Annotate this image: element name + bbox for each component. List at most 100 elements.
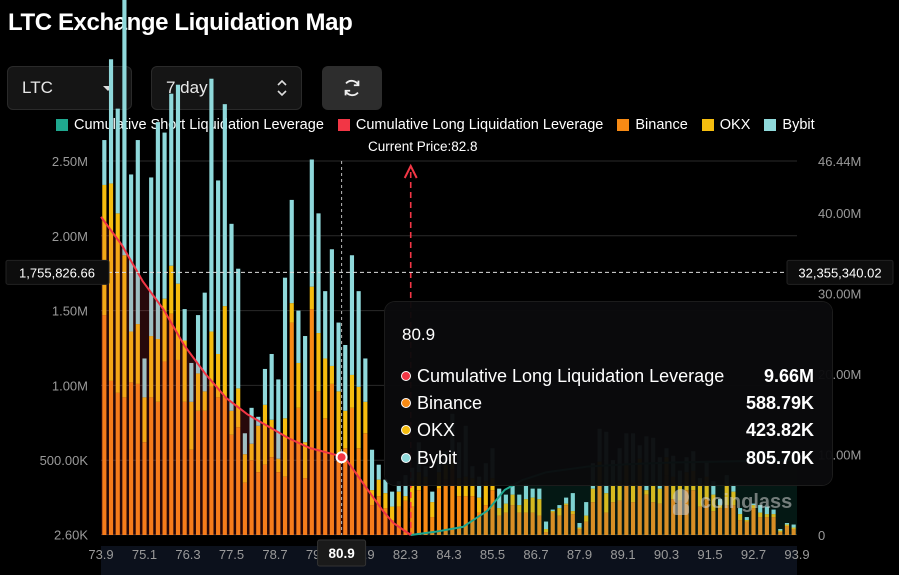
binance-bar bbox=[296, 407, 301, 535]
bybit-bar bbox=[530, 488, 535, 498]
okx-bar bbox=[175, 283, 181, 360]
binance-bar bbox=[537, 515, 542, 535]
okx-bar bbox=[523, 499, 529, 513]
okx-bar bbox=[470, 478, 475, 497]
bybit-bar bbox=[396, 481, 401, 492]
binance-bar bbox=[396, 506, 401, 535]
okx-bar bbox=[590, 488, 595, 503]
okx-bar bbox=[403, 496, 408, 501]
okx-bar bbox=[644, 490, 649, 495]
okx-bar bbox=[784, 524, 790, 527]
okx-bar bbox=[537, 499, 542, 516]
x-tick-label: 73.9 bbox=[88, 547, 113, 562]
bybit-bar bbox=[543, 521, 549, 530]
binance-bar bbox=[791, 529, 796, 535]
legend-item-long[interactable]: Cumulative Long Liquidation Leverage bbox=[337, 117, 603, 133]
binance-bar bbox=[115, 392, 120, 535]
binance-bar bbox=[697, 506, 703, 535]
binance-bar bbox=[450, 469, 455, 535]
legend-label: Cumulative Short Liquidation Leverage bbox=[74, 117, 324, 133]
okx-bar bbox=[376, 479, 381, 497]
okx-bar bbox=[671, 476, 676, 500]
okx-bar bbox=[169, 265, 174, 314]
bybit-bar bbox=[169, 93, 174, 266]
binance-bar bbox=[644, 494, 649, 535]
binance-bar bbox=[256, 472, 261, 535]
crosshair-left-box bbox=[5, 259, 110, 285]
okx-bar bbox=[356, 386, 361, 449]
binance-bar bbox=[744, 521, 749, 535]
binance-bar bbox=[771, 517, 776, 535]
x-axis-band bbox=[101, 546, 797, 575]
bybit-bar bbox=[711, 481, 716, 495]
binance-bar bbox=[738, 520, 743, 535]
x-tick-label: 93.9 bbox=[784, 547, 809, 562]
bybit-bar bbox=[376, 464, 381, 480]
bybit-bar bbox=[323, 291, 328, 359]
okx-bar bbox=[282, 418, 288, 477]
binance-bar bbox=[376, 496, 381, 535]
okx-bar bbox=[349, 374, 355, 408]
binance-bar bbox=[122, 397, 127, 535]
binance-bar bbox=[343, 448, 348, 535]
binance-bar bbox=[610, 502, 616, 535]
binance-bar bbox=[410, 506, 415, 535]
refresh-button[interactable] bbox=[322, 66, 382, 110]
okx-bar bbox=[557, 508, 562, 516]
okx-bar bbox=[242, 454, 247, 483]
bybit-bar bbox=[550, 509, 555, 512]
x-tick-label: 78.7 bbox=[262, 547, 287, 562]
bybit-bar bbox=[262, 368, 268, 405]
binance-bar bbox=[456, 496, 462, 535]
tooltip-row-label: Binance bbox=[417, 392, 483, 413]
okx-bar bbox=[296, 362, 301, 408]
crosshair-x-box bbox=[317, 539, 367, 567]
y-left-tick-label: 2.00M bbox=[52, 229, 88, 244]
bybit-bar bbox=[135, 140, 140, 325]
binance-bar bbox=[463, 496, 468, 535]
binance-bar bbox=[517, 512, 522, 535]
legend-item-okx[interactable]: OKX bbox=[701, 117, 750, 133]
binance-bar bbox=[704, 499, 709, 535]
bybit-bar bbox=[738, 508, 743, 515]
binance-bar bbox=[162, 361, 167, 535]
okx-bar bbox=[115, 213, 120, 393]
binance-bar bbox=[336, 460, 341, 535]
okx-bar bbox=[503, 503, 508, 513]
tooltip-row-bybit: Bybit 805.70K bbox=[401, 446, 814, 470]
bybit-bar bbox=[336, 322, 341, 392]
legend-swatch bbox=[701, 119, 714, 131]
legend-item-bybit[interactable]: Bybit bbox=[764, 117, 815, 133]
binance-bar bbox=[142, 442, 147, 535]
bybit-bar bbox=[784, 523, 790, 525]
binance-bar bbox=[269, 457, 274, 535]
okx-bar bbox=[543, 529, 549, 533]
binance-bar bbox=[503, 512, 508, 535]
bybit-bar bbox=[303, 336, 308, 443]
bybit-bar bbox=[108, 59, 114, 184]
binance-bar bbox=[637, 481, 642, 535]
bybit-bar bbox=[202, 292, 207, 392]
binance-bar bbox=[550, 512, 555, 535]
legend-item-short[interactable]: Cumulative Short Liquidation Leverage bbox=[56, 117, 324, 133]
okx-bar bbox=[336, 391, 341, 461]
coin-select-value: LTC bbox=[22, 78, 53, 97]
tooltip-row-label: Bybit bbox=[417, 447, 458, 468]
binance-bar bbox=[189, 449, 194, 535]
bybit-bar bbox=[403, 475, 408, 497]
okx-bar bbox=[697, 484, 703, 507]
okx-bar bbox=[129, 331, 134, 383]
binance-bar bbox=[135, 383, 140, 535]
bybit-bar bbox=[249, 407, 254, 444]
okx-bar bbox=[577, 527, 582, 530]
legend-item-binance[interactable]: Binance bbox=[617, 117, 688, 133]
okx-bar bbox=[396, 491, 401, 507]
bybit-bar bbox=[269, 353, 274, 420]
bybit-bar bbox=[195, 315, 201, 374]
binance-bar bbox=[195, 410, 201, 535]
tooltip-dot bbox=[401, 398, 411, 408]
bybit-bar bbox=[142, 358, 147, 398]
okx-bar bbox=[764, 514, 769, 518]
tooltip-row-long: Cumulative Long Liquidation Leverage 9.6… bbox=[401, 364, 814, 388]
okx-bar bbox=[731, 491, 736, 506]
